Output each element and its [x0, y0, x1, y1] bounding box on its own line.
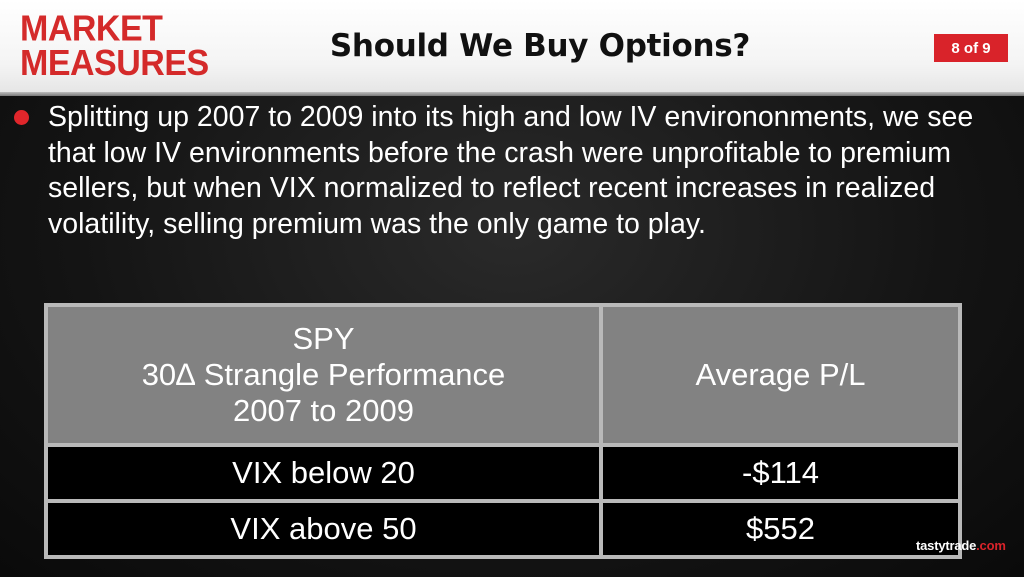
page-indicator-badge: 8 of 9 — [934, 34, 1008, 62]
table-row-value-vix-below-20: -$114 — [603, 447, 958, 499]
watermark-suffix: .com — [976, 538, 1006, 553]
bullet-dot-icon — [14, 110, 29, 125]
table-row-value-vix-above-50: $552 — [603, 503, 958, 555]
performance-table: SPY 30∆ Strangle Performance 2007 to 200… — [44, 303, 962, 559]
header-line-years: 2007 to 2009 — [232, 393, 414, 428]
logo-line-1: MARKET — [20, 8, 163, 49]
table-row-label-vix-below-20: VIX below 20 — [48, 447, 599, 499]
header-line-strangle: 30∆ Strangle Performance — [141, 357, 506, 392]
header-divider — [0, 92, 1024, 96]
table-header-strangle: SPY 30∆ Strangle Performance 2007 to 200… — [48, 307, 599, 443]
logo-line-2: MEASURES — [20, 43, 209, 84]
table-row-label-vix-above-50: VIX above 50 — [48, 503, 599, 555]
market-measures-logo: MARKET MEASURES — [20, 8, 209, 84]
slide-title: Should We Buy Options? — [329, 28, 751, 64]
header-line-spy: SPY — [292, 321, 355, 356]
slide-header — [0, 0, 1024, 92]
table-header-average-pl: Average P/L — [603, 307, 958, 443]
tastytrade-watermark: tastytrade.com — [916, 538, 1006, 553]
watermark-name: tastytrade — [916, 538, 977, 553]
bullet-text: Splitting up 2007 to 2009 into its high … — [48, 101, 974, 240]
